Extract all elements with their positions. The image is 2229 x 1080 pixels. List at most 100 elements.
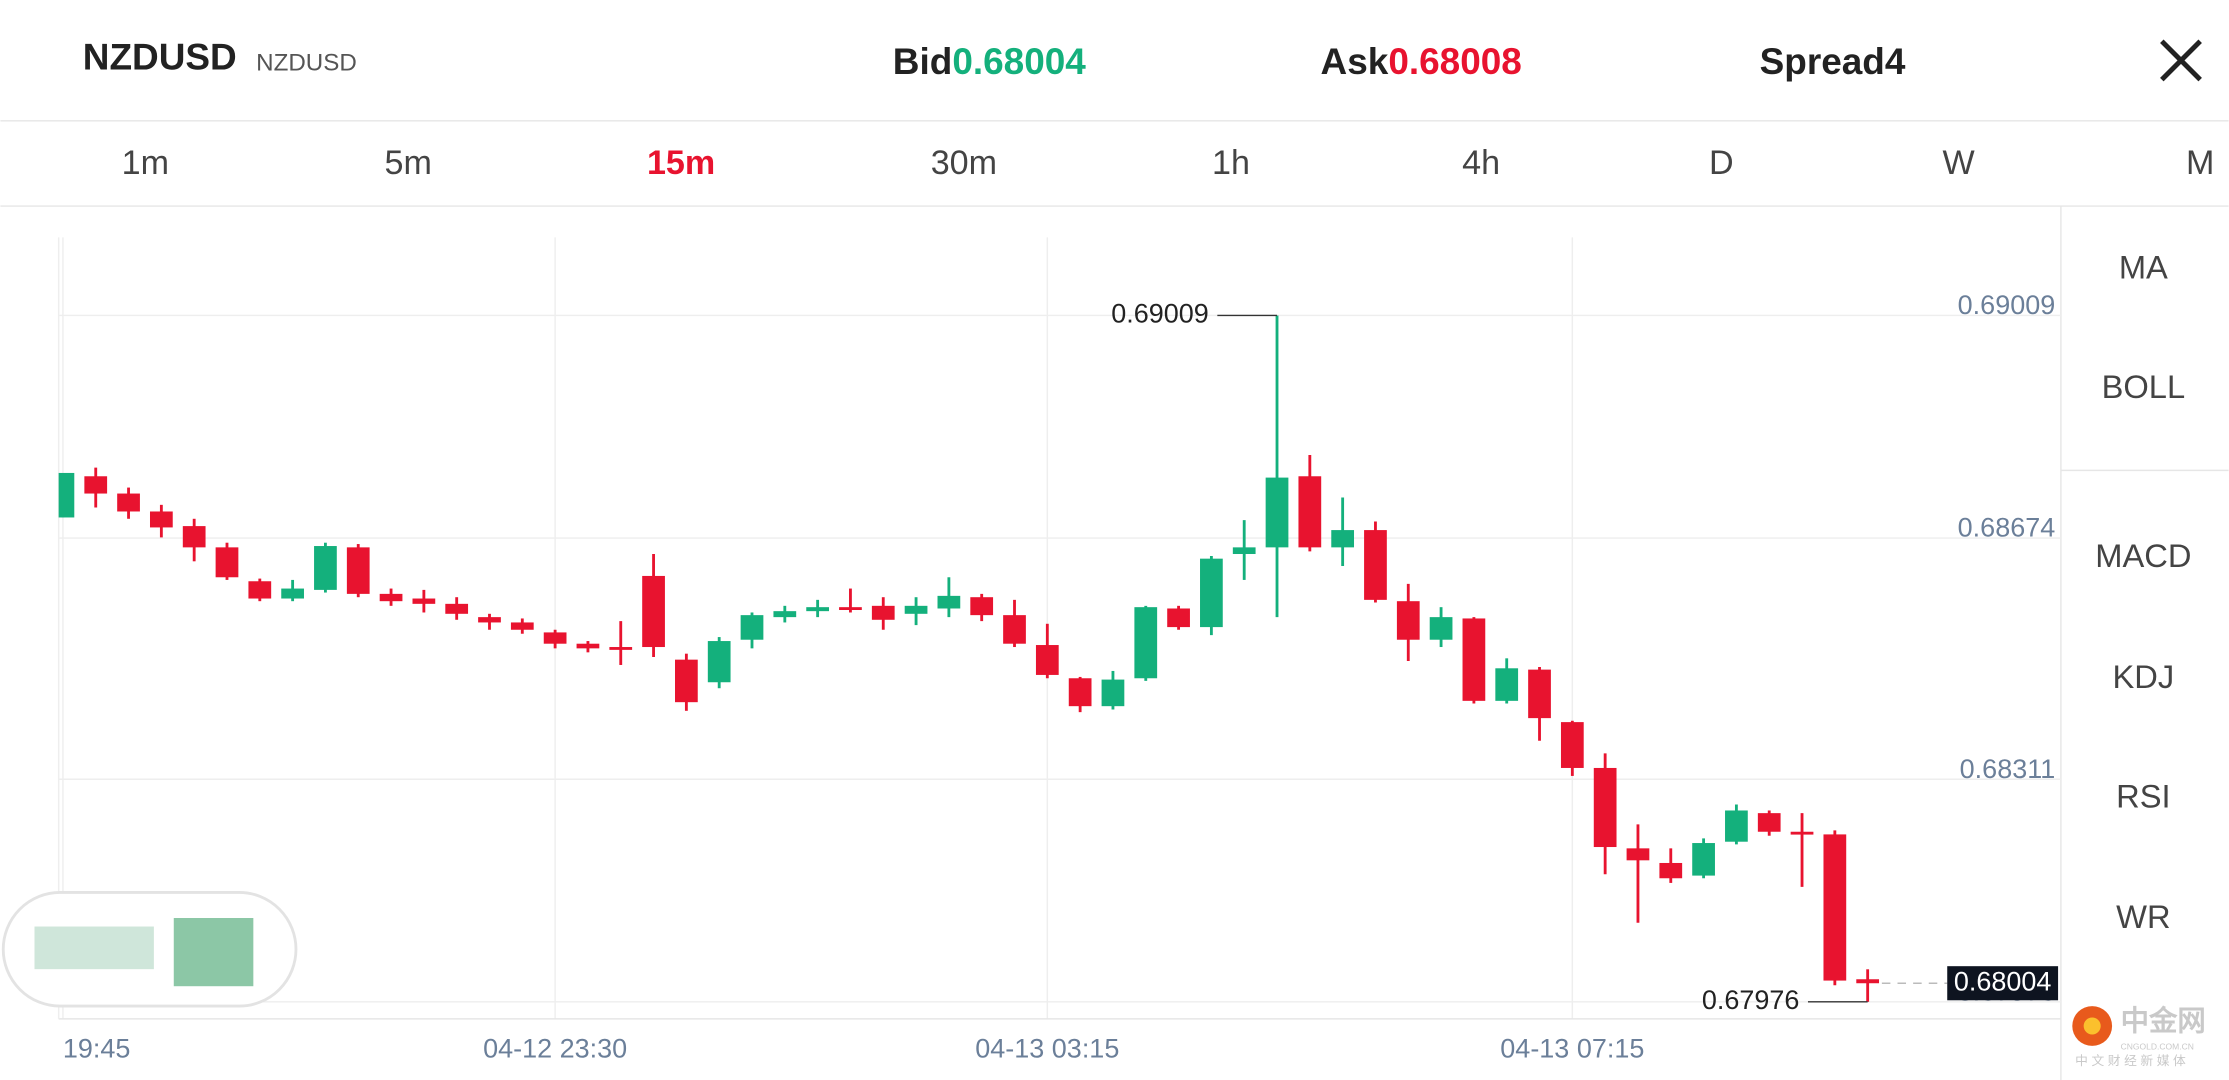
indicator-button[interactable]: WR <box>2116 898 2170 935</box>
timeframe-tab[interactable]: 1m <box>122 144 169 182</box>
candle-body <box>346 547 370 594</box>
x-tick-label: 04-13 07:15 <box>1500 1033 1644 1063</box>
candle-body <box>1331 530 1355 548</box>
candle-body <box>839 607 862 611</box>
candle-body <box>1035 645 1059 675</box>
candle-body <box>937 595 961 609</box>
candle-body <box>1560 722 1584 768</box>
candle-body <box>215 547 239 578</box>
widget-blur <box>173 918 254 987</box>
indicator-button[interactable]: MA <box>2119 249 2168 286</box>
candle-body <box>1232 547 1256 555</box>
candle-body <box>1364 530 1387 600</box>
timeframe-tab[interactable]: 1h <box>1212 144 1250 182</box>
candle-body <box>1593 767 1617 848</box>
watermark: 中金网 CNGOLD.COM.CN 中 文 财 经 新 媒 体 <box>2072 1005 2206 1068</box>
candle-body <box>1528 669 1551 719</box>
candle-body <box>84 476 108 494</box>
candle-body <box>1265 477 1289 548</box>
ask-label: Ask <box>1321 41 1389 82</box>
candle-body <box>970 597 994 616</box>
candle-body <box>1396 601 1420 640</box>
candle-body <box>904 605 928 614</box>
ask-value: 0.68008 <box>1388 41 1522 82</box>
candle-body <box>445 603 469 614</box>
candle-body <box>1429 617 1453 640</box>
bid: Bid0.68004 <box>893 41 1086 82</box>
watermark-tagline: 中 文 财 经 新 媒 体 <box>2075 1053 2186 1068</box>
candle-body <box>1167 608 1190 628</box>
candle-body <box>248 581 272 599</box>
watermark-domain: CNGOLD.COM.CN <box>2121 1042 2194 1052</box>
watermark-logo <box>2083 1017 2101 1035</box>
candle-body <box>314 546 337 590</box>
chart: 19:45 04-12 23:30 04-13 03:15 04-13 07:15 0.… <box>57 237 2061 1063</box>
candle-body <box>149 511 173 528</box>
candle-body <box>609 647 633 650</box>
close-icon-stroke <box>2160 39 2202 82</box>
timeframe-tab[interactable]: 30m <box>931 144 997 182</box>
candle-body <box>1790 831 1814 835</box>
candle-body <box>58 472 75 518</box>
x-tick-label: 19:45 <box>63 1033 131 1063</box>
candle-body <box>379 593 403 602</box>
timeframe-tab[interactable]: 4h <box>1462 144 1500 182</box>
candle-body <box>281 588 304 599</box>
ask: Ask0.68008 <box>1321 41 1522 82</box>
candle-body <box>182 526 206 548</box>
indicator-button[interactable]: KDJ <box>2112 658 2174 695</box>
candle-body <box>1626 848 1650 861</box>
spread-value: 4 <box>1885 41 1906 82</box>
candle-body <box>1003 615 1026 644</box>
candle-body <box>117 493 140 512</box>
x-tick-label: 04-12 23:30 <box>483 1033 627 1063</box>
close-button[interactable] <box>2160 39 2202 82</box>
candle-body <box>1462 618 1486 701</box>
candle-body <box>806 607 829 612</box>
indicator-button[interactable]: MACD <box>2095 537 2191 574</box>
y-tick-label: 0.68674 <box>1958 513 2056 543</box>
candle-body <box>773 611 797 618</box>
candle-body <box>1856 979 1880 984</box>
candle-body <box>1659 862 1683 879</box>
y-tick-label: 0.69009 <box>1958 290 2056 320</box>
candle-body <box>543 632 567 644</box>
candle-body <box>510 622 534 630</box>
spread: Spread4 <box>1760 41 1906 82</box>
watermark-name: 中金网 <box>2121 1005 2206 1038</box>
candle-body <box>1101 679 1125 707</box>
bid-label: Bid <box>893 41 953 82</box>
candle-body <box>1200 558 1223 628</box>
indicator-button[interactable]: BOLL <box>2102 368 2186 405</box>
candle-body <box>740 615 764 640</box>
timeframe-tab[interactable]: 5m <box>385 144 432 182</box>
candle-body <box>1823 834 1847 981</box>
spread-label: Spread <box>1760 41 1885 82</box>
candle-body <box>1134 607 1158 679</box>
indicator-button[interactable]: RSI <box>2116 777 2170 814</box>
candle-body <box>1068 678 1092 707</box>
widget-blur <box>34 926 154 970</box>
floating-widget[interactable] <box>1 891 298 1008</box>
timeframe-tab[interactable]: 15m <box>647 144 715 182</box>
candle-body <box>871 605 895 620</box>
candle-body <box>1757 813 1781 832</box>
x-tick-label: 04-13 03:15 <box>975 1033 1119 1063</box>
last-price-label: 0.68004 <box>1954 966 2052 996</box>
candle-body <box>675 659 698 703</box>
candle-body <box>412 598 436 604</box>
timeframe-tab[interactable]: M <box>2186 144 2214 182</box>
bid-value: 0.68004 <box>952 41 1086 82</box>
timeframe-tab[interactable]: D <box>1709 144 1734 182</box>
candle-body <box>642 575 665 648</box>
timeframe-tab[interactable]: W <box>1943 144 1976 182</box>
candle-body <box>1298 476 1322 548</box>
candle-body <box>1725 810 1748 842</box>
high-marker-label: 0.69009 <box>1111 299 1209 329</box>
candle-body <box>1495 668 1519 701</box>
candle-body <box>707 641 731 683</box>
last-price-tag <box>1947 966 2059 1001</box>
candles <box>58 315 1880 1002</box>
